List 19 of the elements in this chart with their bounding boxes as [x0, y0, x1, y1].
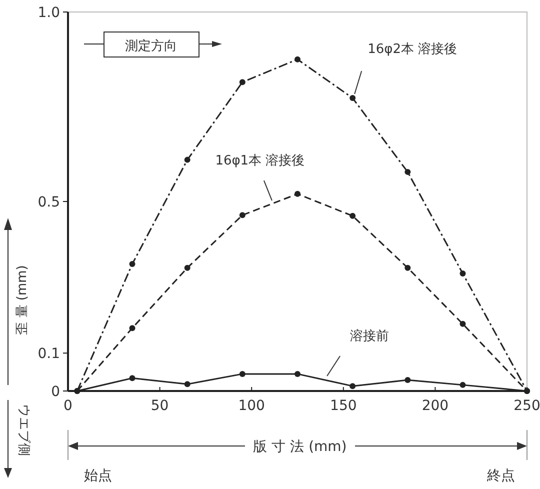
y-tick-label: 0: [51, 384, 60, 400]
y-tick-label: 0.5: [38, 194, 60, 210]
x-tick-label: 150: [330, 398, 357, 414]
y-tick-label: 0.1: [38, 346, 60, 362]
x-tick-label: 0: [64, 398, 72, 414]
annotation: 測定方向: [125, 38, 177, 54]
y-axis-title: 歪 量 (mm): [15, 265, 30, 335]
x-tick-label: 250: [514, 398, 540, 414]
y-tick-label: 1.0: [38, 5, 60, 21]
text: ウエブ側: [16, 404, 31, 456]
text: 始点: [84, 468, 112, 484]
x-tick-label: 100: [238, 398, 265, 414]
x-tick-label: 200: [422, 398, 449, 414]
x-axis-title: 版 寸 法 (mm): [253, 439, 347, 455]
text: 溶接前: [350, 328, 390, 344]
text: 16φ2本 溶接後: [368, 41, 458, 58]
text: 終点: [486, 468, 515, 484]
series-label: 16φ1本 溶接後: [215, 152, 305, 169]
x-tick-label: 50: [150, 398, 169, 414]
